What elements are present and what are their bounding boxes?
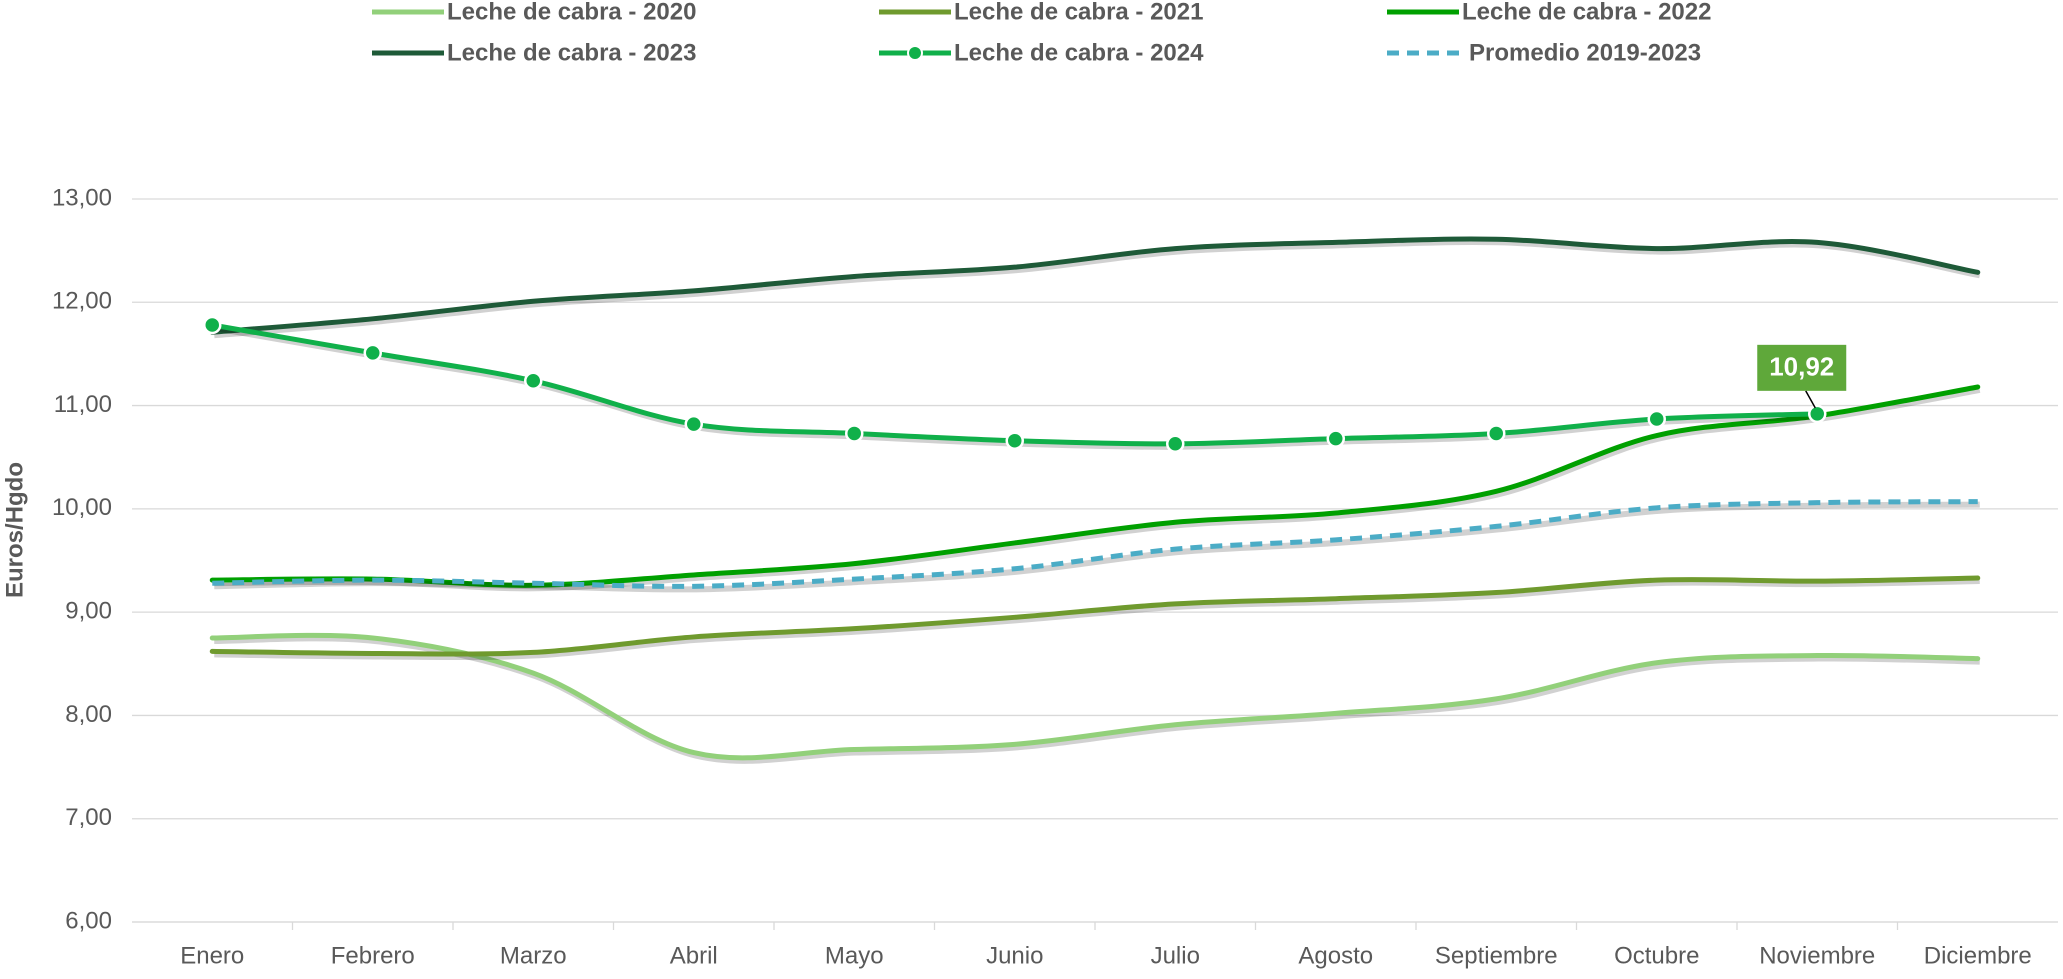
x-tick-label: Septiembre bbox=[1435, 942, 1558, 969]
series-line-shadow bbox=[214, 387, 1981, 592]
legend-marker bbox=[907, 45, 923, 61]
x-tick-label: Noviembre bbox=[1759, 942, 1875, 969]
y-tick-label: 9,00 bbox=[65, 597, 112, 624]
legend-label: Leche de cabra - 2022 bbox=[1462, 0, 1711, 25]
data-point bbox=[363, 343, 382, 363]
x-tick-label: Marzo bbox=[500, 942, 567, 969]
data-point bbox=[1326, 429, 1345, 448]
data-label-box bbox=[1757, 344, 1847, 391]
legend-label: Leche de cabra - 2021 bbox=[954, 0, 1203, 25]
data-point bbox=[1487, 424, 1506, 443]
data-point bbox=[684, 414, 703, 434]
series-layer: 10,92 bbox=[203, 236, 1981, 764]
y-tick-label: 10,00 bbox=[52, 494, 112, 521]
x-tick-label: Agosto bbox=[1298, 942, 1373, 969]
series-line bbox=[209, 236, 1981, 335]
y-tick-label: 12,00 bbox=[52, 288, 112, 315]
y-tick-label: 7,00 bbox=[65, 804, 112, 831]
data-label: 10,92 bbox=[1769, 352, 1834, 382]
label-leader bbox=[1805, 390, 1816, 409]
y-axis-label: Euros/Hgdo bbox=[1, 462, 28, 598]
y-tick-label: 13,00 bbox=[52, 184, 112, 211]
x-tick-label: Abril bbox=[670, 942, 718, 969]
x-tick-label: Julio bbox=[1151, 942, 1200, 969]
data-point bbox=[1005, 431, 1024, 450]
x-tick-label: Febrero bbox=[331, 942, 415, 969]
data-point bbox=[1808, 404, 1827, 424]
grid: 6,00 7,00 8,00 9,00 10,00 11,00 12,00 13,00 Ener… bbox=[52, 184, 2058, 969]
series-line bbox=[209, 632, 1981, 761]
series-line bbox=[209, 322, 1820, 447]
x-tick-label: Octubre bbox=[1614, 942, 1699, 969]
data-point bbox=[1647, 409, 1666, 429]
legend: Leche de cabra - 2020 Leche de cabra - 20… bbox=[372, 0, 1711, 66]
x-tick-label: Mayo bbox=[825, 942, 884, 969]
series-line-shadow bbox=[213, 239, 1981, 339]
series-line-shadow bbox=[213, 325, 1820, 450]
series-line-shadow bbox=[214, 501, 1980, 593]
legend-label: Leche de cabra - 2020 bbox=[447, 0, 696, 25]
data-point bbox=[524, 371, 543, 391]
x-tick-label: Enero bbox=[180, 942, 244, 969]
y-tick-label: 8,00 bbox=[65, 701, 112, 728]
data-point bbox=[845, 424, 864, 443]
series-line bbox=[209, 575, 1981, 657]
series-line-shadow bbox=[214, 578, 1980, 661]
y-tick-label: 6,00 bbox=[65, 907, 112, 934]
legend-label: Promedio 2019-2023 bbox=[1469, 39, 1701, 66]
x-tick-label: Junio bbox=[986, 942, 1043, 969]
data-point bbox=[203, 315, 222, 335]
legend-label: Leche de cabra - 2023 bbox=[447, 39, 696, 66]
x-tick-label: Diciembre bbox=[1924, 942, 2032, 969]
legend-label: Leche de cabra - 2024 bbox=[954, 39, 1204, 66]
y-tick-label: 11,00 bbox=[54, 391, 112, 418]
data-point bbox=[1166, 434, 1185, 454]
series-line bbox=[212, 499, 1978, 589]
